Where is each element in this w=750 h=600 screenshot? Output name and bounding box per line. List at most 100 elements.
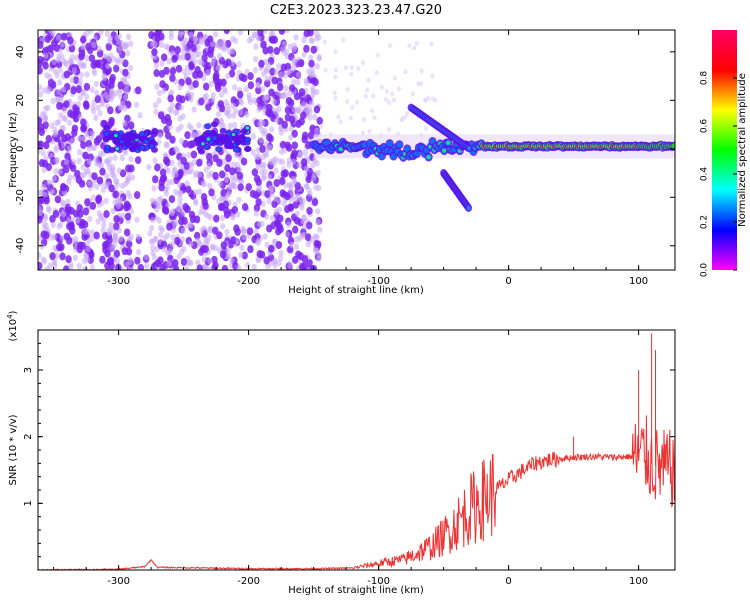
noise-speck [271, 98, 277, 105]
noise-speck [212, 171, 219, 180]
noise-speck [314, 62, 320, 70]
noise-speck [208, 80, 214, 88]
noise-speck [297, 59, 305, 68]
cluster-blob [206, 137, 211, 141]
noise-speck [209, 243, 215, 250]
noise-speck [50, 221, 56, 229]
noise-speck [103, 210, 110, 219]
noise-speck [181, 44, 188, 51]
noise-speck [244, 261, 251, 269]
noise-speck [264, 79, 271, 88]
noise-speck [236, 264, 242, 270]
noise-speck [273, 47, 281, 56]
noise-speck [96, 176, 104, 185]
noise-speck [72, 254, 78, 261]
noise-speck [188, 62, 195, 71]
noise-speck [175, 64, 183, 73]
noise-speck [247, 72, 254, 81]
noise-speck [302, 149, 309, 156]
trace-blob [426, 155, 431, 160]
noise-speck [178, 31, 184, 39]
noise-speck [111, 241, 117, 249]
noise-speck [315, 240, 322, 249]
noise-speck [55, 34, 62, 41]
noise-speck [153, 62, 159, 69]
noise-speck [108, 118, 115, 127]
noise-speck [157, 111, 165, 120]
noise-speck [110, 207, 116, 215]
noise-speck [134, 101, 140, 108]
noise-speck [60, 141, 67, 149]
noise-speck [225, 72, 231, 80]
noise-speck [152, 157, 158, 164]
noise-speck [170, 234, 176, 241]
noise-speck [103, 181, 109, 189]
noise-speck [77, 94, 84, 101]
noise-speck [217, 100, 225, 109]
noise-speck [42, 115, 48, 122]
noise-speck [220, 78, 227, 87]
colorbar-ticks: 0.0 0.2 0.4 0.6 0.8 [700, 71, 737, 278]
noise-speck [193, 199, 199, 207]
cluster-blob [105, 145, 110, 150]
noise-speck [196, 50, 202, 58]
noise-speck [210, 91, 216, 99]
noise-speck [38, 40, 44, 49]
cluster-blob [216, 133, 224, 140]
noise-speck [71, 158, 77, 166]
noise-speck [104, 30, 111, 37]
noise-speck [52, 131, 58, 138]
noise-speck [166, 58, 172, 65]
noise-speck [258, 59, 265, 68]
noise-speck [84, 30, 90, 37]
noise-speck [42, 61, 49, 70]
noise-speck [260, 40, 267, 49]
noise-speck [146, 163, 152, 171]
noise-speck [315, 218, 321, 226]
noise-speck [291, 141, 298, 150]
noise-speck [226, 252, 232, 260]
noise-speck [189, 215, 197, 224]
noise-speck [159, 174, 167, 183]
noise-speck [271, 76, 278, 85]
noise-speck [265, 108, 272, 117]
noise-speck [251, 97, 258, 104]
noise-speck [180, 257, 188, 266]
noise-speck [297, 151, 304, 159]
noise-speck [164, 131, 172, 140]
noise-speck [224, 102, 231, 110]
colorbar-tick-label: 0.0 [700, 263, 710, 278]
noise-speck [226, 112, 232, 119]
noise-speck [218, 170, 226, 179]
noise-speck [366, 77, 371, 83]
noise-speck [123, 86, 129, 94]
noise-speck [212, 261, 219, 270]
noise-speck [229, 257, 235, 264]
spectrogram-x-label: Height of straight line (km) [288, 285, 424, 296]
noise-speck [419, 81, 424, 87]
noise-speck [204, 98, 210, 105]
noise-speck [216, 231, 223, 240]
noise-speck [58, 112, 64, 119]
noise-speck [249, 35, 255, 42]
noise-speck [177, 84, 183, 91]
noise-speck [284, 62, 292, 71]
x-tick-label: 100 [629, 576, 648, 587]
noise-speck [59, 93, 65, 101]
noise-speck [144, 262, 150, 270]
noise-speck [56, 223, 62, 230]
noise-speck [182, 203, 189, 212]
noise-speck [43, 52, 49, 59]
noise-speck [288, 84, 296, 93]
noise-speck [212, 73, 219, 82]
noise-speck [108, 76, 116, 85]
noise-speck [63, 165, 70, 174]
noise-speck [341, 37, 346, 43]
noise-speck [314, 127, 320, 135]
noise-speck [202, 245, 209, 254]
noise-speck [61, 210, 67, 218]
noise-speck [251, 168, 259, 177]
noise-speck [39, 243, 45, 250]
noise-speck [38, 117, 43, 126]
noise-speck [170, 208, 176, 215]
